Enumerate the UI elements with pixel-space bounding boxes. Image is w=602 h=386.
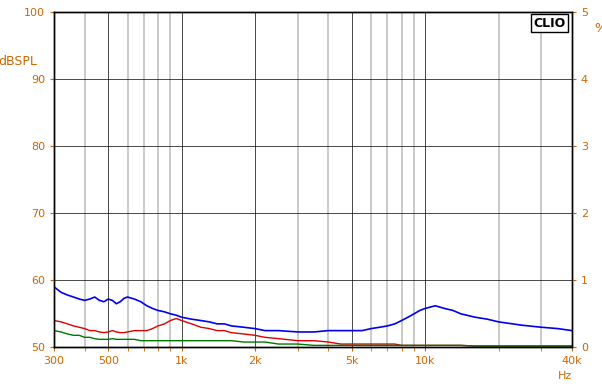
Text: %: %	[594, 22, 602, 35]
Text: CLIO: CLIO	[533, 17, 566, 30]
Text: dBSPL: dBSPL	[0, 56, 37, 68]
Text: Hz: Hz	[557, 371, 572, 381]
